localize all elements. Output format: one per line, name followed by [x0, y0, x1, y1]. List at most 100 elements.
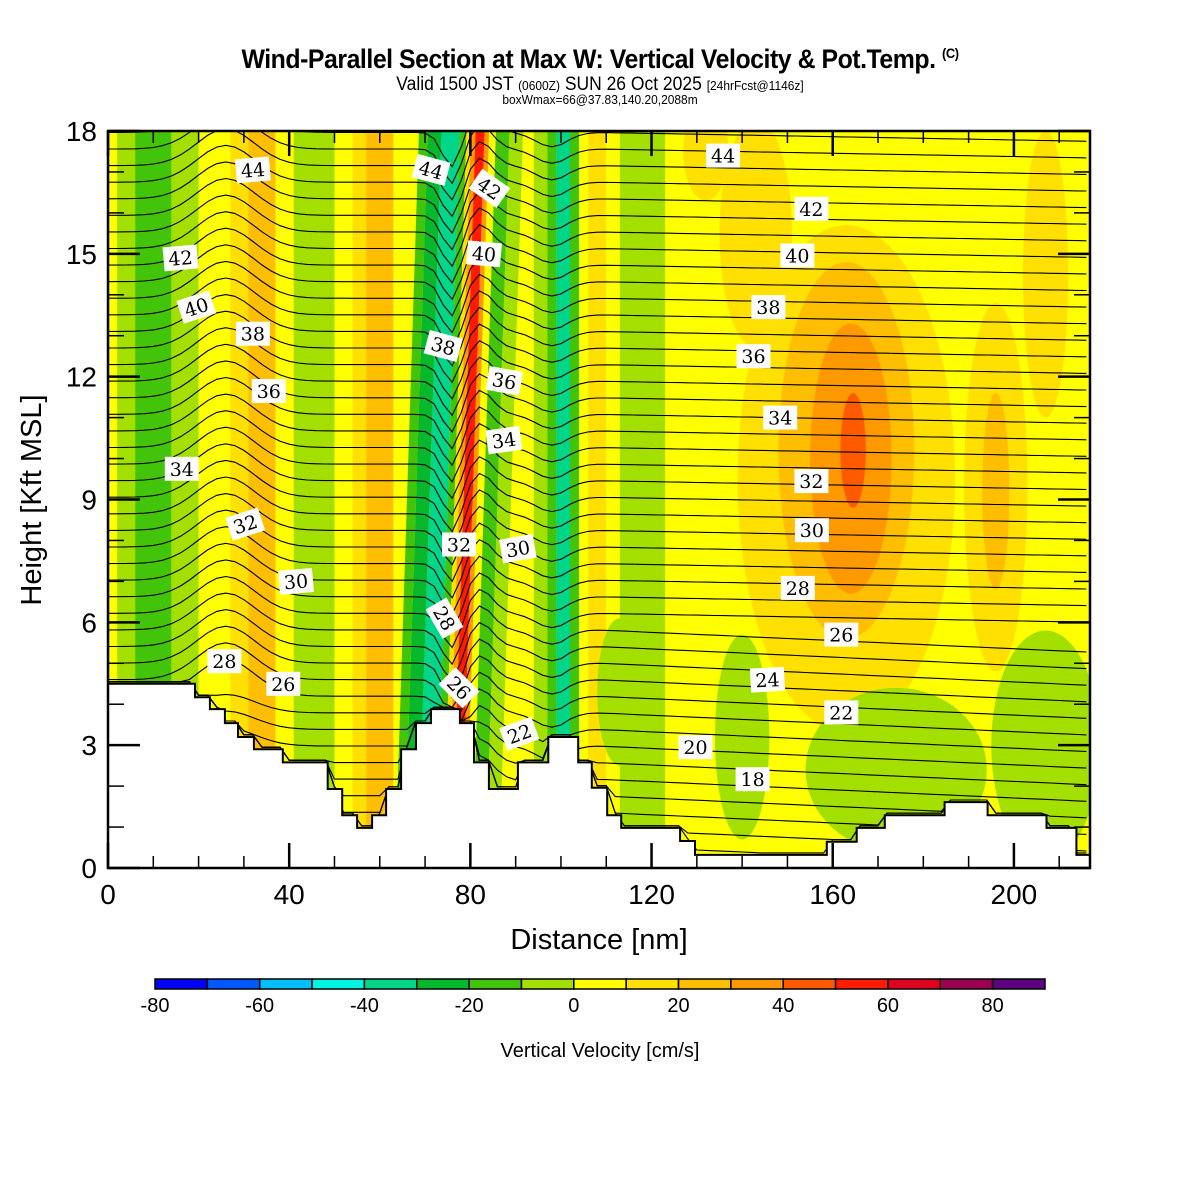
theta-label: 28: [780, 575, 815, 600]
theta-isentrope: [108, 609, 1087, 682]
theta-label-bg: [780, 243, 815, 268]
theta-isentrope: [108, 131, 1087, 201]
theta-isentrope: [108, 194, 1087, 268]
x-tick-label: 80: [455, 879, 486, 910]
theta-isentrope: [108, 244, 1087, 317]
theta-isentrope: [108, 327, 1087, 400]
colorbar-tick-label: -60: [245, 995, 274, 1017]
colorbar-cell: [154, 978, 209, 990]
theta-label-bg: [736, 344, 771, 369]
theta-label-text: 30: [283, 570, 309, 594]
theta-isentrope: [108, 493, 1087, 566]
w-column: [404, 131, 442, 868]
colorbar-cell: [416, 978, 470, 990]
theta-label-text: 30: [800, 520, 824, 542]
valid-time-line: Valid 1500 JST (0600Z) SUN 26 Oct 2025 […: [48, 74, 1152, 96]
theta-label-bg: [442, 532, 476, 557]
theta-label-text: 36: [257, 381, 281, 403]
copyright-mark: (C): [942, 45, 959, 61]
theta-label: 18: [735, 767, 770, 792]
theta-label-text: 38: [756, 297, 780, 319]
theta-label-text: 20: [683, 737, 707, 759]
theta-label: 40: [466, 240, 502, 268]
theta-label-bg: [411, 153, 451, 186]
theta-label-bg: [735, 767, 770, 792]
theta-label-bg: [235, 321, 270, 346]
w-column: [366, 131, 394, 868]
colorbar-cell: [206, 978, 261, 990]
theta-label-bg: [164, 456, 199, 481]
theta-isentrope: [108, 642, 1087, 708]
theta-isentrope: [108, 211, 1087, 284]
theta-label: 42: [162, 244, 199, 272]
w-column: [547, 131, 557, 868]
theta-label-bg: [485, 425, 523, 455]
x-tick-label: 200: [991, 879, 1038, 910]
w-blob: [840, 393, 866, 508]
theta-label-bg: [423, 330, 463, 362]
colorbar-tick-label: 20: [667, 995, 689, 1017]
theta-isentrope: [108, 625, 1087, 699]
theta-label-bg: [162, 244, 199, 272]
theta-label-bg: [278, 567, 314, 595]
y-tick-label: 6: [81, 607, 97, 638]
theta-label-text: 42: [168, 247, 194, 271]
colorbar-tick-label: -40: [350, 995, 379, 1017]
theta-label-bg: [751, 295, 786, 320]
x-tick-label: 120: [628, 879, 675, 910]
theta-label-bg: [466, 240, 502, 268]
theta-label-bg: [763, 405, 798, 430]
theta-isentrope: [108, 277, 1087, 351]
colorbar-tick-label: 60: [877, 995, 899, 1017]
theta-label-text: 32: [447, 535, 471, 557]
theta-isentrope: [108, 177, 1087, 251]
theta-label-text: 28: [786, 578, 810, 600]
w-blob: [1022, 131, 1069, 418]
theta-label-text: 26: [271, 674, 295, 696]
theta-isentrope: [108, 459, 1087, 533]
w-column: [417, 131, 460, 868]
theta-isentrope: [108, 343, 1087, 417]
theta-label: 44: [234, 156, 271, 184]
colorbar-cell: [363, 978, 418, 990]
theta-isentrope: [108, 426, 1087, 500]
theta-label-text: 34: [768, 408, 792, 430]
theta-label-text: 34: [491, 429, 518, 454]
theta-label: 32: [794, 469, 829, 494]
w-column: [533, 131, 548, 868]
y-tick-label: 3: [81, 730, 97, 761]
theta-label: 30: [499, 533, 537, 564]
w-blob: [982, 393, 1010, 590]
theta-isentrope: [108, 393, 1087, 467]
theta-label: 38: [235, 321, 270, 346]
colorbar-cell: [887, 978, 942, 990]
y-tick-label: 15: [66, 239, 97, 270]
vertical-velocity-field: [108, 131, 1090, 868]
valid-prefix: Valid 1500 JST: [396, 74, 514, 95]
theta-label-bg: [176, 290, 217, 324]
w-column: [588, 131, 607, 868]
x-tick-label: 160: [809, 879, 856, 910]
y-tick-label: 9: [81, 485, 97, 516]
theta-label-bg: [225, 507, 266, 541]
theta-label: 42: [794, 196, 829, 221]
w-column: [334, 131, 353, 868]
theta-isentrope: [108, 681, 1087, 753]
colorbar-cell: [991, 978, 1046, 990]
colorbar-cell: [468, 978, 523, 990]
colorbar-tick-label: 40: [772, 995, 794, 1017]
theta-label: 34: [763, 405, 798, 430]
theta-label-text: 26: [829, 625, 853, 647]
theta-isentrope: [108, 161, 1087, 235]
theta-label: 40: [780, 243, 815, 268]
theta-label: 36: [485, 366, 524, 396]
w-column: [293, 131, 335, 868]
theta-label: 36: [736, 344, 771, 369]
theta-label-bg: [794, 196, 829, 221]
forecast-info: [24hrFcst@1146z]: [706, 78, 804, 93]
theta-isentrope: [108, 376, 1087, 450]
terrain-profile: [108, 682, 1090, 868]
theta-label-text: 40: [471, 243, 497, 267]
y-axis-title: Height [Kft MSL]: [16, 394, 48, 605]
theta-isentrope: [108, 410, 1087, 483]
